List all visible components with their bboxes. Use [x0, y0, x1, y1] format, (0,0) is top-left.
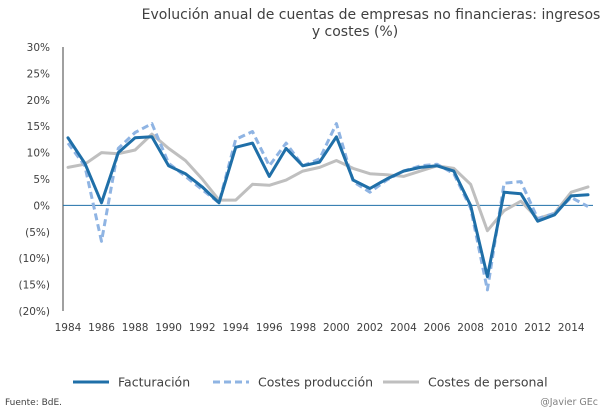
x-tick-label: 2014 [558, 322, 585, 334]
x-tick-label: 2010 [491, 322, 518, 334]
y-tick-label: (20%) [18, 306, 50, 318]
y-tick-label: (5%) [25, 227, 50, 239]
y-tick-label: 5% [33, 174, 50, 186]
legend-label-2: Costes producción [258, 375, 373, 390]
series-line-3 [66, 132, 590, 233]
x-tick-label: 1990 [155, 322, 182, 334]
y-tick-label: (15%) [18, 280, 50, 292]
y-tick-label: 20% [27, 95, 50, 107]
x-tick-label: 1988 [122, 322, 149, 334]
author-credit: @Javier GEc [540, 397, 598, 408]
chart-title-line-1: Evolución anual de cuentas de empresas n… [142, 7, 601, 23]
x-tick-label: 2002 [357, 322, 384, 334]
source-note: Fuente: BdE. [5, 398, 62, 408]
legend: Facturación Costes producción Costes de pe… [73, 375, 548, 390]
x-tick-label: 1984 [55, 322, 82, 334]
y-tick-label: 10% [27, 148, 50, 160]
x-tick-label: 1998 [289, 322, 316, 334]
x-tick-label: 1986 [88, 322, 115, 334]
x-tick-label: 2012 [524, 322, 551, 334]
series-group [66, 122, 590, 292]
y-tick-label: 15% [27, 121, 50, 133]
x-tick-label: 1992 [189, 322, 216, 334]
x-tick-label: 2000 [323, 322, 350, 334]
y-tick-label: 25% [27, 68, 50, 80]
legend-label-3: Costes de personal [428, 375, 548, 390]
chart-title: Evolución anual de cuentas de empresas n… [142, 7, 601, 40]
x-tick-label: 2006 [424, 322, 451, 334]
series-line-1 [66, 135, 590, 279]
y-tick-label: 30% [27, 42, 50, 54]
y-tick-label: 0% [33, 200, 50, 212]
x-tick-label: 1996 [256, 322, 283, 334]
x-tick-label: 2008 [457, 322, 484, 334]
x-tick-label: 1994 [222, 322, 249, 334]
legend-label-1: Facturación [118, 375, 190, 390]
axes: 30% 25% 20% 15% 10% 5% 0% (5%) (10%) (15%) (20%) 19… [18, 42, 593, 334]
x-tick-label: 2004 [390, 322, 417, 334]
chart-title-line-2: y costes (%) [312, 24, 398, 40]
y-tick-label: (10%) [18, 253, 50, 265]
